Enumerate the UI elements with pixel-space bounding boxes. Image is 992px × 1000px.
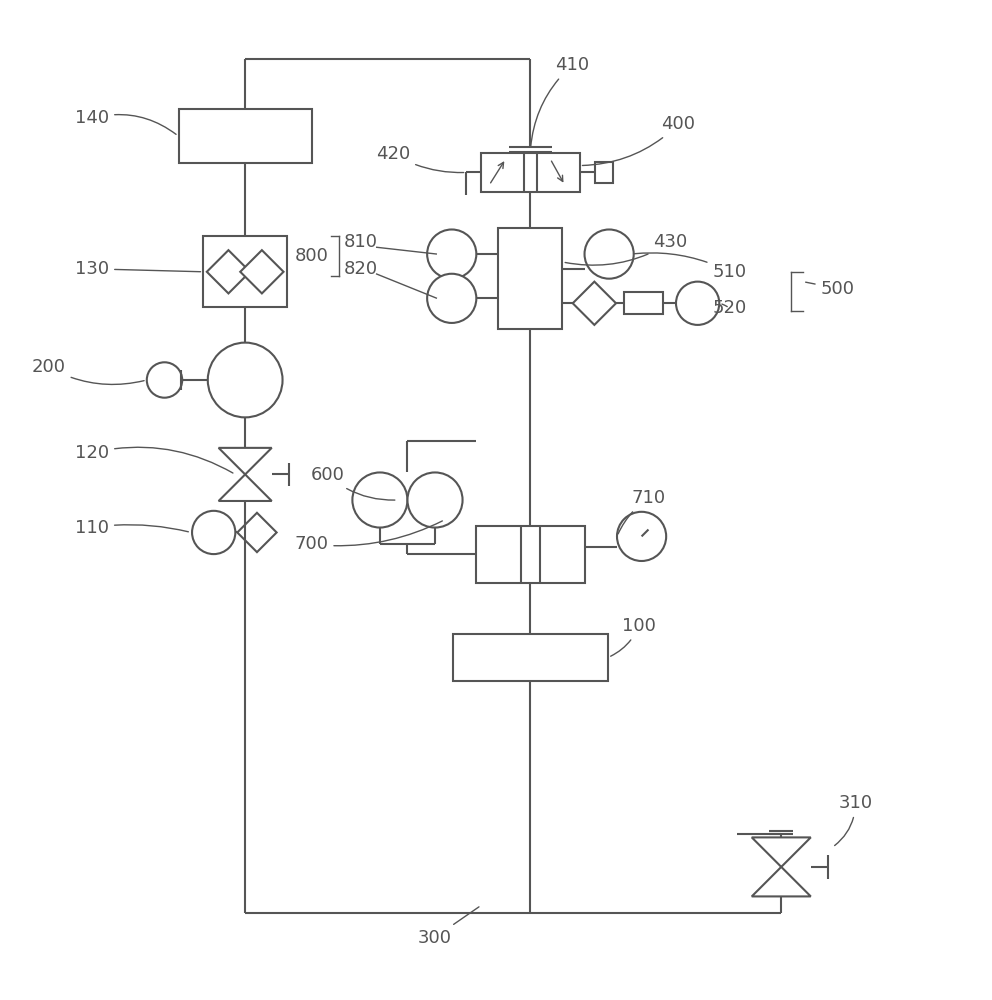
Text: 300: 300 — [418, 907, 479, 947]
Circle shape — [192, 511, 235, 554]
Bar — [595, 162, 613, 183]
Circle shape — [617, 512, 667, 561]
Bar — [481, 153, 579, 192]
Polygon shape — [572, 282, 616, 325]
Polygon shape — [752, 867, 810, 896]
Text: 400: 400 — [582, 115, 695, 165]
Text: 120: 120 — [75, 444, 233, 473]
Text: 110: 110 — [75, 519, 188, 537]
Text: 420: 420 — [376, 145, 463, 173]
Circle shape — [584, 229, 634, 279]
Text: 310: 310 — [834, 794, 872, 846]
Text: 410: 410 — [531, 56, 589, 147]
Bar — [452, 634, 608, 681]
Text: 500: 500 — [806, 280, 855, 298]
Text: 810: 810 — [343, 233, 378, 251]
Text: 710: 710 — [618, 489, 666, 534]
Text: 800: 800 — [295, 247, 328, 265]
Bar — [498, 228, 562, 329]
Circle shape — [428, 274, 476, 323]
Circle shape — [408, 472, 462, 528]
Polygon shape — [237, 513, 277, 552]
Text: 820: 820 — [343, 260, 378, 278]
Text: 130: 130 — [75, 260, 200, 278]
Text: 100: 100 — [611, 617, 656, 656]
Text: 430: 430 — [565, 233, 687, 265]
Polygon shape — [752, 837, 810, 867]
Text: 510: 510 — [634, 253, 747, 281]
Polygon shape — [218, 448, 272, 474]
Circle shape — [676, 282, 719, 325]
Text: 140: 140 — [75, 109, 176, 134]
Bar — [476, 526, 584, 583]
Text: 600: 600 — [311, 466, 395, 500]
Circle shape — [428, 229, 476, 279]
Bar — [203, 236, 287, 307]
Polygon shape — [206, 250, 250, 293]
Bar — [179, 109, 311, 163]
Text: 200: 200 — [32, 358, 144, 384]
Text: 700: 700 — [295, 521, 442, 553]
Bar — [624, 292, 664, 314]
Polygon shape — [240, 250, 284, 293]
Polygon shape — [218, 474, 272, 501]
Circle shape — [147, 362, 183, 398]
Circle shape — [207, 343, 283, 417]
Circle shape — [352, 472, 408, 528]
Text: 520: 520 — [712, 299, 747, 317]
